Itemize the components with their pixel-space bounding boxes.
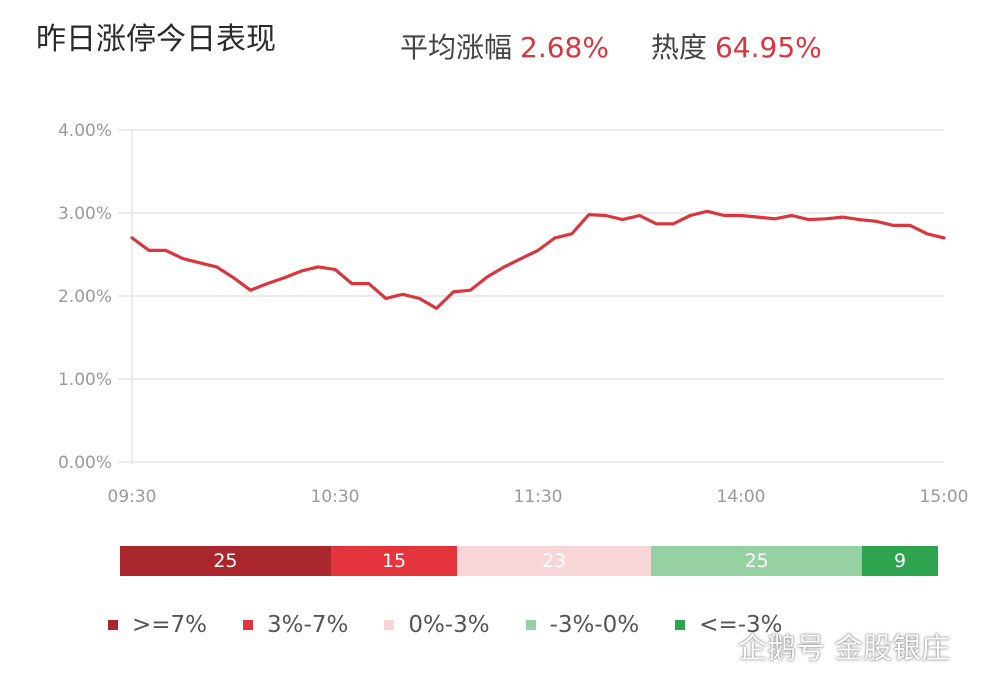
heat-label: 热度 xyxy=(650,31,707,64)
legend-item: 3%-7% xyxy=(243,612,348,638)
legend-swatch xyxy=(525,620,536,630)
distribution-legend: >=7% 3%-7% 0%-3% -3%-0% <=-3% xyxy=(108,610,819,640)
watermark: 企鹅号 金股银庄 xyxy=(696,624,950,668)
x-tick-label: 14:00 xyxy=(717,487,766,507)
distribution-segment: 25 xyxy=(651,546,863,576)
legend-swatch xyxy=(675,620,686,630)
penguin-icon xyxy=(701,630,725,662)
legend-label: <=-3% xyxy=(699,612,783,638)
distribution-segment: 25 xyxy=(120,546,331,576)
heat-value: 64.95% xyxy=(714,31,822,64)
legend-label: >=7% xyxy=(132,612,208,638)
y-tick-label: 1.00% xyxy=(58,370,112,390)
legend-swatch xyxy=(108,620,118,630)
chart-title: 昨日涨停今日表现 xyxy=(36,22,276,57)
series-line xyxy=(130,209,946,310)
y-tick-label: 0.00% xyxy=(58,453,112,473)
series-layer xyxy=(130,209,946,310)
distribution-segment: 23 xyxy=(457,546,652,576)
distribution-segment: 9 xyxy=(862,546,938,576)
x-tick-label: 10:30 xyxy=(311,487,360,507)
line-chart: 0.00% 1.00% 2.00% 3.00% 4.00% 09:30 10:30 11:3… xyxy=(58,121,969,507)
x-tick-label: 11:30 xyxy=(514,487,563,507)
avg-gain-value: 2.68% xyxy=(520,31,609,64)
legend-label: 3%-7% xyxy=(267,612,349,638)
x-tick-label: 15:00 xyxy=(920,487,969,507)
legend-swatch xyxy=(384,620,395,630)
y-tick-label: 4.00% xyxy=(58,121,112,141)
avg-gain-label: 平均涨幅 xyxy=(400,31,513,64)
legend-swatch xyxy=(243,620,254,630)
legend-item: >=7% xyxy=(108,612,207,638)
y-tick-label: 2.00% xyxy=(58,287,112,307)
legend-label: 0%-3% xyxy=(408,612,490,638)
distribution-segment: 15 xyxy=(330,546,458,576)
watermark-text: 企鹅号 金股银庄 xyxy=(738,631,951,665)
legend-label: -3%-0% xyxy=(549,612,640,638)
chart-grid xyxy=(118,129,944,464)
distribution-bar: 25 15 23 25 9 xyxy=(120,546,938,576)
legend-item: -3%-0% xyxy=(525,612,640,638)
legend-item: 0%-3% xyxy=(384,612,490,638)
x-axis: 09:30 10:30 11:30 14:00 15:00 xyxy=(108,487,969,507)
legend-item: <=-3% xyxy=(675,612,783,638)
summary-stats: 平均涨幅 2.68% 热度 64.95% xyxy=(400,26,822,66)
y-axis: 0.00% 1.00% 2.00% 3.00% 4.00% xyxy=(58,121,112,473)
y-tick-label: 3.00% xyxy=(58,204,112,224)
x-tick-label: 09:30 xyxy=(108,487,157,507)
